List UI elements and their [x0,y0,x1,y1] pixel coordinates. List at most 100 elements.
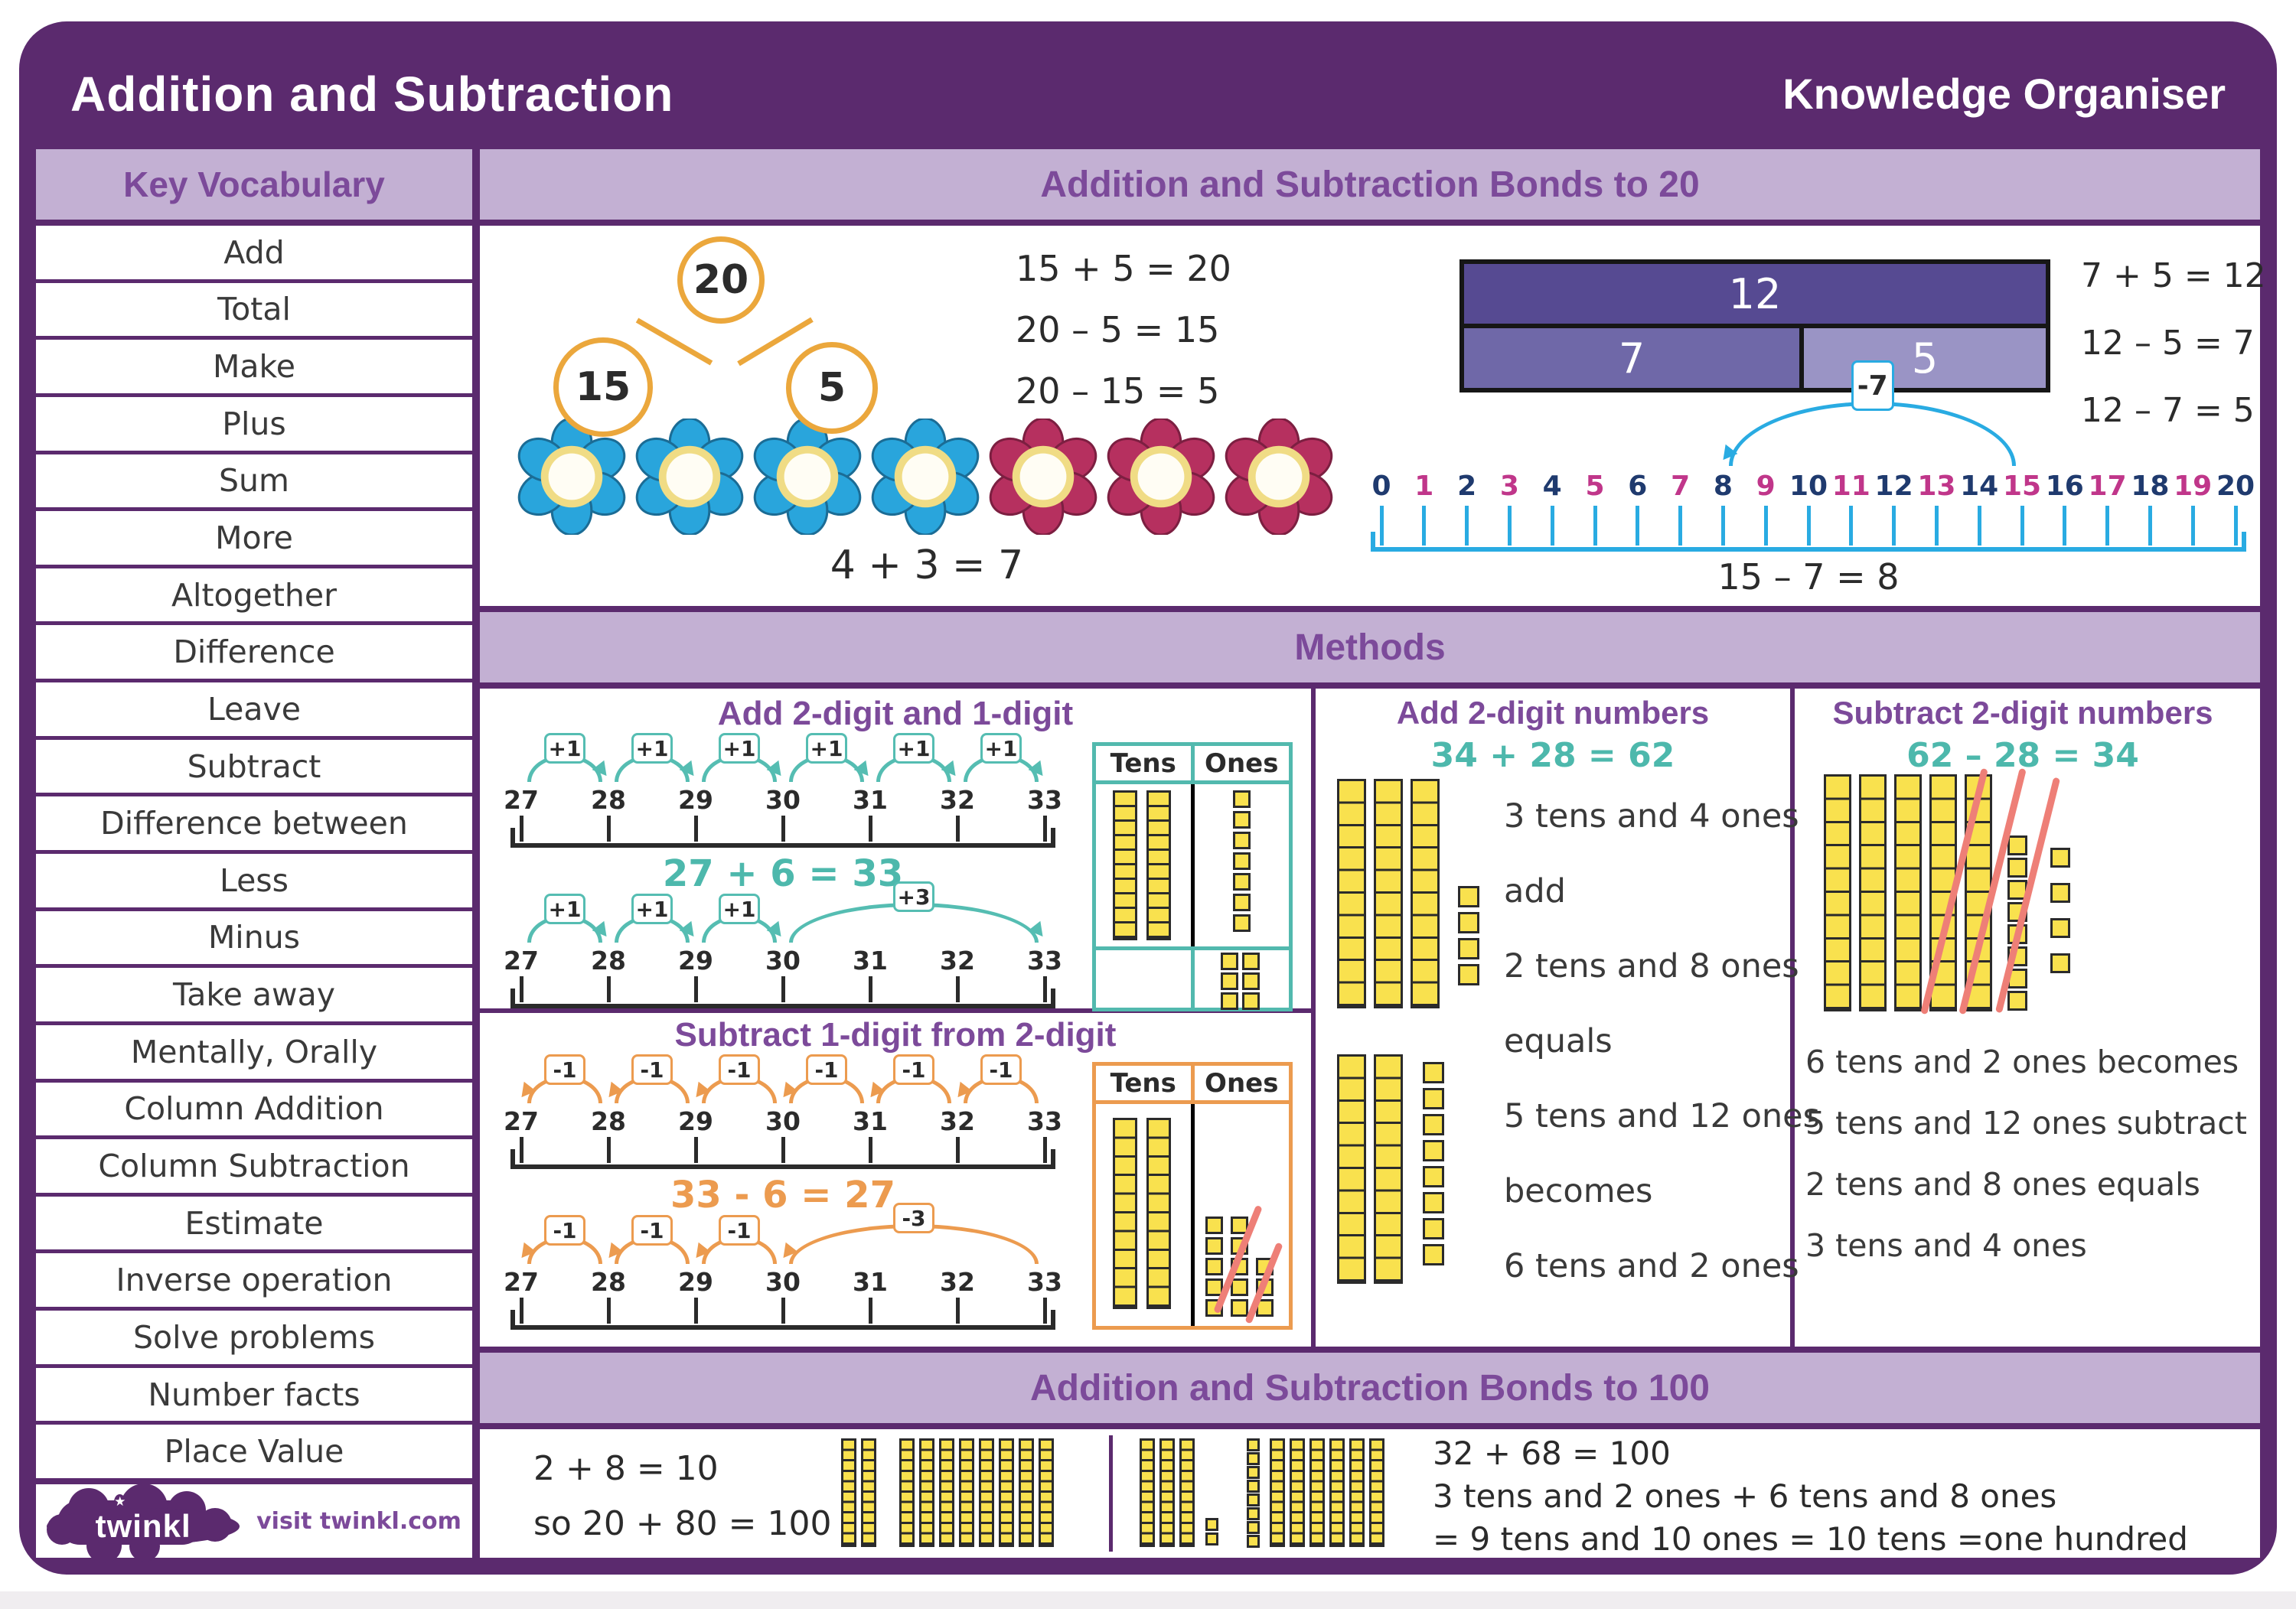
numberline-number: 28 [591,946,626,975]
numberline-tick [955,1137,960,1163]
numberline-tick [1720,506,1725,546]
vocab-item: Take away [36,968,472,1021]
main-area: Addition and Subtraction Bonds to 20 20 … [480,149,2266,1561]
base10-rod [1019,1438,1034,1547]
bonds100-right-equations: 32 + 68 = 100 3 tens and 2 ones + 6 tens … [1433,1432,2188,1561]
bond-equation: 20 – 5 = 15 [1016,309,1220,350]
numberline-number: 16 [2045,471,2084,502]
sidebar-vocabulary: Key Vocabulary Add Total Make Plus Sum More Al… [36,149,472,1563]
base10-cube [2007,858,2027,878]
bonds20-section: 20 15 5 15 + 5 = 20 20 – 5 = 15 20 – 15 = … [480,226,2266,606]
base10-cube [1458,964,1479,985]
base10-rod [1894,774,1922,1011]
base10-cube [1232,914,1251,932]
bond-connector [635,318,713,366]
numberline-end [510,1310,515,1330]
hop-label: -1 [980,1054,1022,1085]
numberline-tick [1507,506,1512,546]
numberline-number: 28 [591,1267,626,1297]
ones-label: Ones [1205,748,1279,779]
add-2digit-equation: 34 + 28 = 62 [1430,736,1675,775]
numberline-number: 5 [1585,471,1605,502]
numberline-number: 1 [1414,471,1434,502]
subtract-2digit-title: Subtract 2-digit numbers [1832,695,2213,731]
base10-rod [939,1438,954,1547]
method-step: equals [1504,1022,1613,1060]
flower-blue [867,417,983,536]
vocab-item: Mentally, Orally [36,1024,472,1079]
numberline-end [510,828,515,848]
base10-rod [959,1438,974,1547]
numberline-tick [2148,506,2152,546]
place-value-header: Tens Ones [1096,1066,1289,1104]
numberline-number: 11 [1831,471,1870,502]
base10-cube [1423,1088,1444,1109]
base10-cube [1241,972,1260,990]
tens-label: Tens [1096,1066,1195,1100]
numberline-tick [693,816,698,842]
hop-label: +1 [980,733,1022,764]
add-1digit-equation: 27 + 6 = 33 [662,852,904,895]
base10-cube [1423,1244,1444,1265]
base10-rod [1309,1438,1325,1547]
ones-label: Ones [1205,1067,1279,1099]
place-value-main-row [1096,1104,1289,1326]
numberline-tick [2190,506,2195,546]
bar-equations: 7 + 5 = 12 12 – 5 = 7 12 – 7 = 5 [2081,243,2266,445]
base10-rod [1146,790,1171,940]
numberline-tick [693,1298,698,1324]
base10-rod [1329,1438,1345,1547]
base10-cube [1205,1532,1218,1545]
hop-label: +1 [631,894,673,924]
flower-red [985,417,1101,536]
poster-frame: Addition and Subtraction Knowledge Organ… [19,21,2277,1575]
numberline-tick [1465,506,1469,546]
base10-rod [1039,1438,1054,1547]
add-2digit-steps: 3 tens and 4 ones add 2 tens and 8 ones equ… [1504,779,1820,1304]
numberline-end [1051,828,1055,848]
base10-cube [1458,938,1479,959]
base10-cube [2050,848,2070,868]
bond-equation: 20 – 15 = 5 [1016,370,1220,412]
base10-rod [919,1438,934,1547]
base10-cube [1232,852,1251,870]
base10-cube [1205,1258,1223,1275]
base10-rod [1411,779,1440,1008]
numberline-number: 33 [1027,1106,1062,1136]
numberline-tick [1934,506,1939,546]
hop-label: +1 [544,733,585,764]
flowers-equation: 4 + 3 = 7 [830,542,1024,588]
column-divider [1311,689,1316,1347]
logo-wordmark: twinkl [47,1508,240,1545]
hop-label: -7 [1851,360,1894,411]
numberline-end [510,1149,515,1169]
base10-cube [1458,912,1479,933]
hop-arc [1729,402,2016,466]
logo-star-icon: ★ [114,1494,126,1510]
hop-label: -1 [544,1054,585,1085]
footer-logo-box: twinkl ★ visit twinkl.com [36,1484,472,1563]
vocab-item: Leave [36,682,472,736]
numberline-number: 10 [1789,471,1828,502]
vocab-item: Place Value [36,1425,472,1478]
base10-cube [1247,1438,1260,1451]
numberline-end [1051,989,1055,1008]
base10-cube [1232,790,1251,808]
base10-cube [1230,1217,1248,1234]
numberline-0-20: 0 1 2 3 4 5 6 7 8 9 10 11 12 13 14 15 16 17 18 19 20 -7 [1358,360,2258,552]
visit-link[interactable]: visit twinkl.com [256,1507,461,1535]
base10-rod [1349,1438,1365,1547]
numberline-tick [868,1298,872,1324]
numberline-tick [955,816,960,842]
numberline-number: 17 [2088,471,2127,502]
numberline-number: 12 [1874,471,1913,502]
vocab-item: Sum [36,454,472,508]
base10-cube [1423,1062,1444,1083]
numberline-tick [781,976,785,1002]
vocab-item: Solve problems [36,1311,472,1364]
numberline-number: 20 [2216,471,2255,502]
bar-model-parts: 7 5 [1459,324,2050,392]
base10-cube [2007,991,2027,1011]
numberline-end [1051,1149,1055,1169]
numberline-tick [1806,506,1811,546]
